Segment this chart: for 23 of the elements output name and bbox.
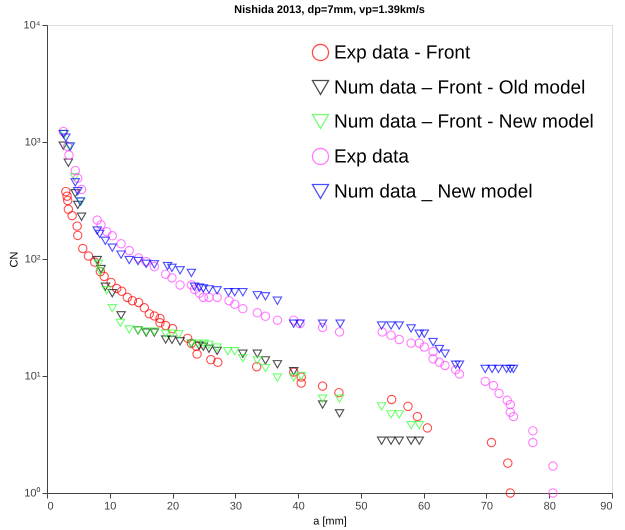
x-tick-label: 0 (48, 500, 54, 512)
legend-label: Exp data (334, 146, 410, 168)
x-tick-label: 80 (544, 500, 556, 512)
x-tick-label: 70 (480, 500, 494, 512)
y-tick-label: 10⁴ (24, 20, 41, 32)
legend-label: Num data – Front - New model (334, 112, 594, 132)
chart-title: Nishida 2013, dp=7mm, vp=1.39km/s (234, 4, 425, 16)
legend-label: Exp data - Front (334, 42, 471, 64)
y-tick-label: 10³ (24, 136, 41, 148)
x-tick-label: 30 (230, 500, 242, 512)
x-tick-label: 40 (292, 500, 305, 512)
x-tick-label: 20 (166, 500, 180, 512)
y-tick-label: 10² (24, 254, 41, 266)
y-axis-title: CN (8, 252, 21, 268)
x-tick-label: 10 (104, 500, 116, 512)
y-tick-label: 10¹ (24, 370, 41, 382)
x-tick-label: 60 (418, 500, 430, 512)
legend-label: Num data – Front - Old model (334, 78, 586, 98)
y-tick-label: 10⁰ (24, 486, 40, 500)
legend-label: Num data _ New model (334, 182, 533, 202)
x-tick-label: 90 (600, 500, 612, 512)
x-axis-title: a [mm] (313, 516, 347, 528)
x-tick-label: 50 (355, 500, 368, 512)
